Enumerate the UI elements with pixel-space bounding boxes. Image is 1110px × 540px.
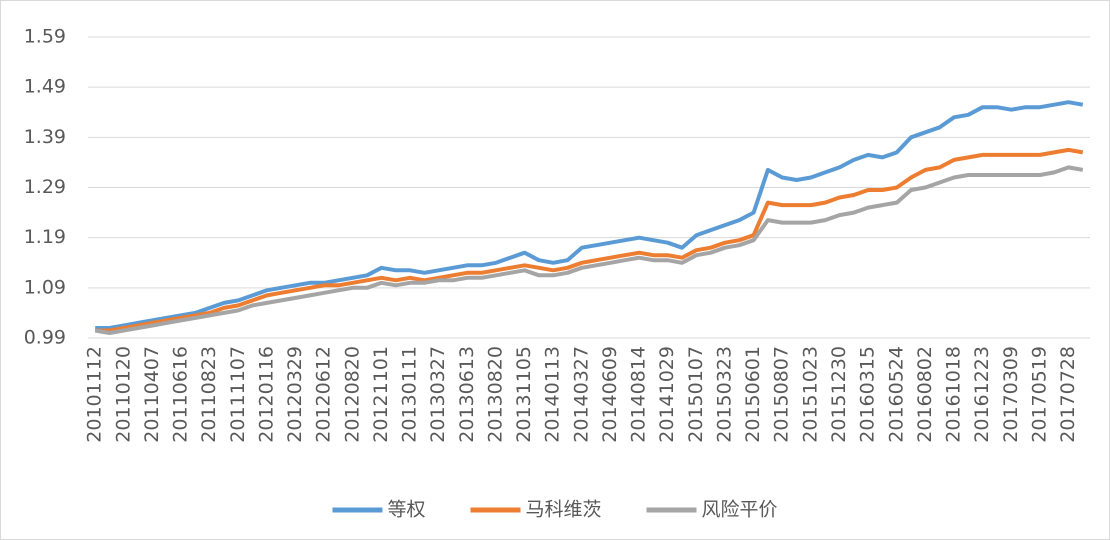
x-tick-label: 20170519 [1028,346,1050,443]
x-tick-label: 20131105 [513,346,535,443]
x-tick-label: 20110120 [112,346,134,443]
x-tick-label: 20161018 [943,346,965,443]
x-tick-label: 20110616 [170,346,192,443]
x-tick-label: 20120116 [255,346,277,443]
x-tick-label: 20151023 [799,346,821,443]
series-line [95,100,1084,330]
x-tick-label: 20120612 [313,346,335,443]
x-tick-label: 20110407 [141,346,163,443]
x-tick-label: 20110823 [198,346,220,443]
y-tick-label: 1.19 [24,226,66,248]
x-tick-label: 20170309 [1000,346,1022,443]
x-tick-label: 20140814 [628,346,650,443]
x-tick-label: 20150807 [771,346,793,443]
x-tick-label: 20141029 [656,346,678,443]
x-tick-label: 20151230 [828,346,850,443]
x-tick-label: 20130613 [456,346,478,443]
legend-label: 马科维茨 [525,499,601,521]
series-line [94,165,1084,335]
x-tick-label: 20121101 [370,346,392,443]
x-tick-label: 20130327 [427,346,449,443]
y-tick-label: 1.09 [24,276,66,298]
y-tick-label: 0.99 [24,327,66,349]
x-tick-label: 20140113 [542,346,564,443]
y-tick-label: 1.29 [24,176,66,198]
x-tick-label: 20120820 [341,346,363,443]
x-tick-label: 20101112 [84,346,106,443]
x-tick-label: 20160315 [857,346,879,443]
x-tick-label: 20120329 [284,346,306,443]
x-tick-label: 20130820 [484,346,506,443]
x-tick-label: 20150323 [713,346,735,443]
legend-label: 等权 [387,499,425,521]
x-tick-label: 20150601 [742,346,764,443]
x-tick-label: 20160802 [914,346,936,443]
x-tick-label: 20140327 [570,346,592,443]
x-tick-label: 20150107 [685,346,707,443]
x-tick-label: 20160524 [885,346,907,443]
x-tick-label: 20140609 [599,346,621,443]
x-tick-label: 20170728 [1057,346,1079,443]
y-tick-label: 1.49 [24,76,66,98]
y-tick-label: 1.39 [24,126,66,148]
x-tick-label: 20161223 [971,346,993,443]
y-tick-label: 1.59 [24,26,66,48]
series-line [95,147,1084,333]
legend-label: 风险平价 [702,499,778,521]
x-tick-label: 20111107 [227,346,249,443]
x-tick-label: 20130111 [399,346,421,443]
